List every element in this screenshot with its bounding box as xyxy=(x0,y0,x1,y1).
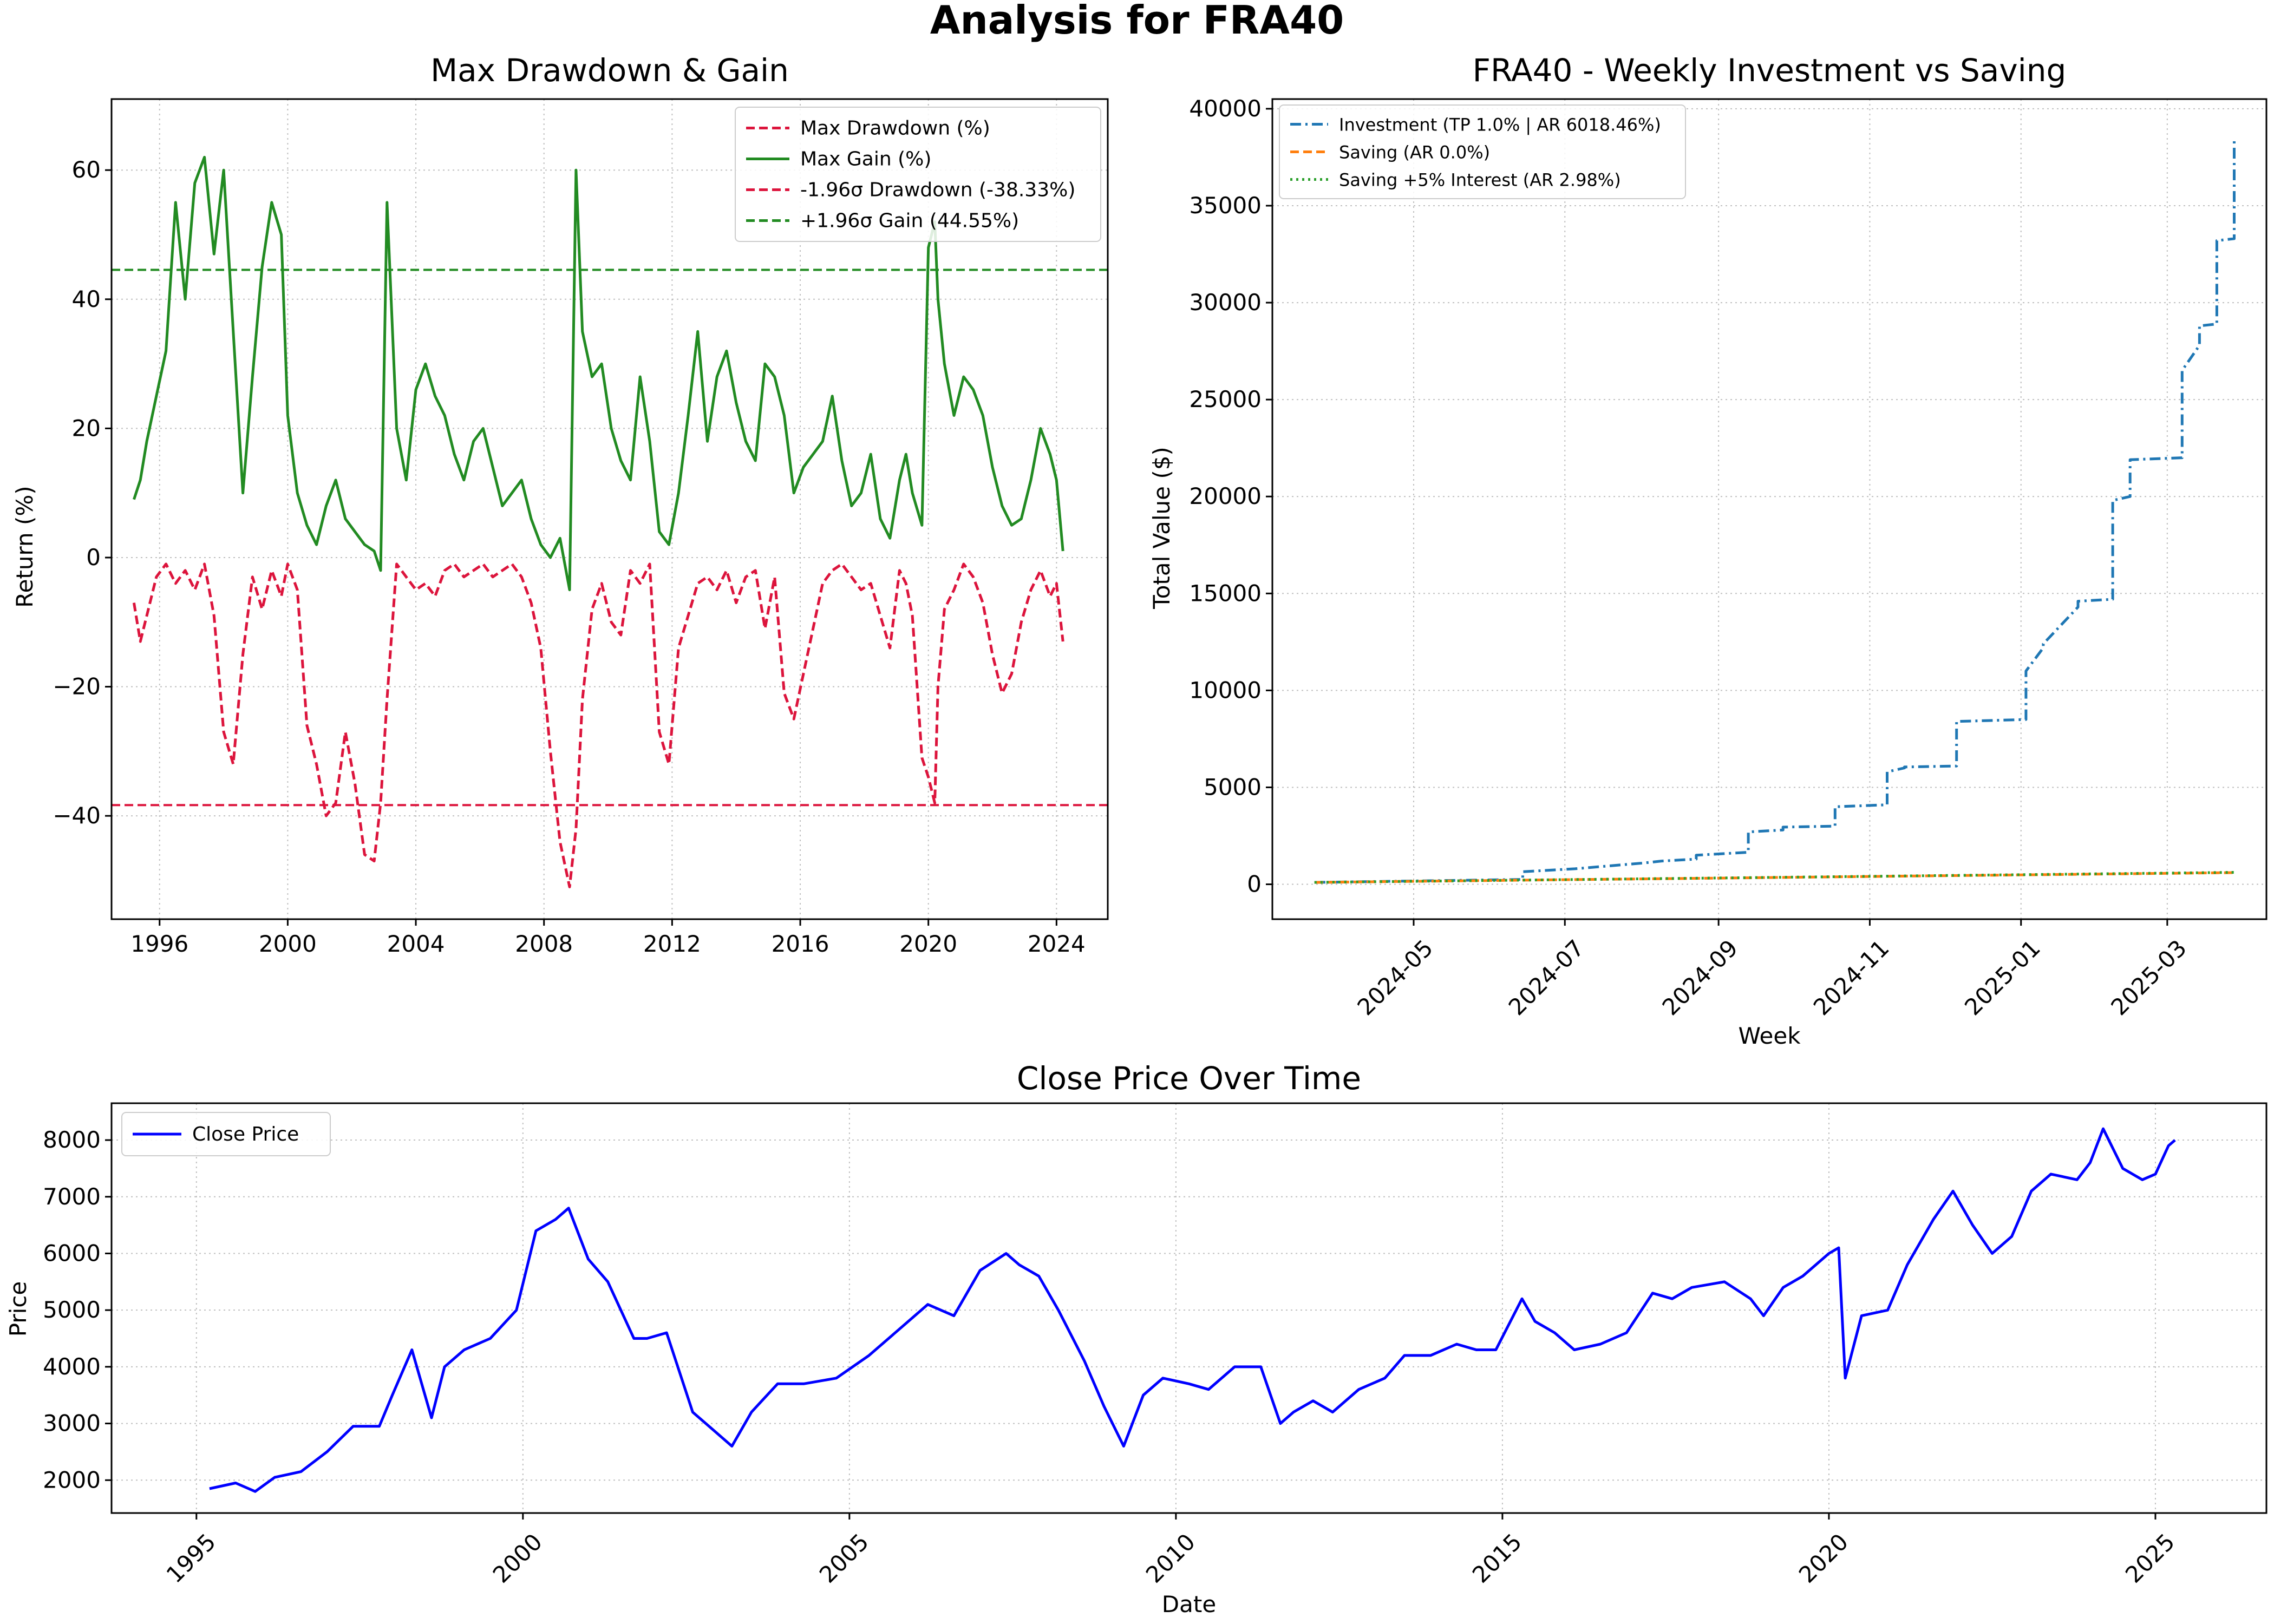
series-line xyxy=(1314,137,2236,884)
y-tick-label: −20 xyxy=(53,673,101,700)
close-y-axis-label: Price xyxy=(5,1281,31,1337)
x-tick-label: 2024 xyxy=(1028,931,1086,957)
x-tick-label: 2015 xyxy=(1467,1528,1527,1588)
legend-entry-label: Investment (TP 1.0% | AR 6018.46%) xyxy=(1339,115,1661,135)
x-tick-label: 2000 xyxy=(259,931,317,957)
y-tick-label: −40 xyxy=(53,802,101,829)
y-tick-label: 4000 xyxy=(43,1353,101,1380)
y-tick-label: 30000 xyxy=(1189,289,1262,316)
x-tick-label: 2004 xyxy=(387,931,445,957)
y-tick-label: 5000 xyxy=(43,1296,101,1323)
x-tick-label: 2025 xyxy=(2120,1528,2180,1588)
series-line xyxy=(209,1127,2176,1493)
y-tick-label: 60 xyxy=(72,156,101,183)
x-tick-label: 2024-07 xyxy=(1504,934,1590,1020)
x-tick-label: 2016 xyxy=(772,931,829,957)
legend-box xyxy=(1279,104,1686,199)
investment-x-axis-label: Week xyxy=(1738,1023,1801,1049)
y-tick-label: 25000 xyxy=(1189,386,1262,412)
x-tick-label: 2020 xyxy=(899,931,957,957)
legend-entry-label: -1.96σ Drawdown (-38.33%) xyxy=(800,179,1075,201)
series-line xyxy=(133,155,1064,592)
drawdown-legend: Max Drawdown (%) Max Gain (%) -1.96σ Drawd… xyxy=(735,107,1101,242)
drawdown-gain-panel: Max Drawdown & Gain 1996 2000 2004 2008 2012… xyxy=(11,52,1109,957)
close-legend: Close Price xyxy=(121,1112,331,1156)
legend-entry-label: +1.96σ Gain (44.55%) xyxy=(800,210,1019,232)
legend-entry-label: Close Price xyxy=(192,1123,299,1145)
x-tick-label: 2024-11 xyxy=(1808,934,1894,1020)
y-tick-label: 2000 xyxy=(43,1466,101,1493)
investment-y-axis-label: Total Value ($) xyxy=(1148,447,1175,610)
x-tick-label: 2024-05 xyxy=(1352,934,1438,1020)
y-tick-label: 8000 xyxy=(43,1127,101,1153)
x-tick-label: 2008 xyxy=(515,931,573,957)
drawdown-panel-title: Max Drawdown & Gain xyxy=(430,52,789,89)
series-line xyxy=(1314,871,2234,884)
y-tick-label: 0 xyxy=(1247,871,1262,898)
y-tick-label: 35000 xyxy=(1189,192,1262,219)
drawdown-y-axis-label: Return (%) xyxy=(11,486,38,607)
y-tick-label: 10000 xyxy=(1189,677,1262,703)
legend-box xyxy=(121,1112,331,1156)
x-tick-label: 1995 xyxy=(161,1528,221,1588)
legend-box xyxy=(735,107,1101,242)
x-tick-label: 2020 xyxy=(1794,1528,1853,1588)
investment-legend: Investment (TP 1.0% | AR 6018.46%) Saving… xyxy=(1279,104,1686,199)
legend-entry-label: Saving +5% Interest (AR 2.98%) xyxy=(1339,170,1621,191)
x-tick-label: 2025-01 xyxy=(1959,934,2046,1020)
legend-entry-label: Max Gain (%) xyxy=(800,148,931,171)
y-tick-label: 0 xyxy=(86,544,101,571)
close-panel-title: Close Price Over Time xyxy=(1017,1060,1361,1097)
x-tick-label: 2012 xyxy=(643,931,701,957)
x-tick-label: 2025-03 xyxy=(2106,934,2192,1020)
y-tick-label: 7000 xyxy=(43,1183,101,1210)
y-tick-label: 15000 xyxy=(1189,580,1262,606)
series-line xyxy=(132,562,1064,888)
legend-entry-label: Max Drawdown (%) xyxy=(800,117,990,140)
y-tick-label: 6000 xyxy=(43,1240,101,1266)
y-tick-label: 3000 xyxy=(43,1410,101,1437)
close-price-panel: Close Price Over Time 1995 2000 2005 2010 20… xyxy=(5,1060,2268,1618)
y-tick-label: 40 xyxy=(72,286,101,312)
x-tick-label: 2000 xyxy=(488,1528,547,1588)
x-tick-label: 2024-09 xyxy=(1657,934,1743,1020)
x-tick-label: 2010 xyxy=(1141,1528,1200,1588)
y-tick-label: 40000 xyxy=(1189,95,1262,122)
investment-panel-title: FRA40 - Weekly Investment vs Saving xyxy=(1473,52,2067,89)
x-tick-label: 2005 xyxy=(814,1528,874,1588)
y-tick-label: 20 xyxy=(72,415,101,441)
y-tick-label: 20000 xyxy=(1189,483,1262,509)
y-tick-label: 5000 xyxy=(1204,774,1262,800)
close-x-axis-label: Date xyxy=(1162,1591,1216,1618)
x-tick-label: 1996 xyxy=(130,931,188,957)
figure-title: Analysis for FRA40 xyxy=(930,0,1344,43)
legend-entry-label: Saving (AR 0.0%) xyxy=(1339,142,1490,163)
investment-saving-panel: FRA40 - Weekly Investment vs Saving 2024… xyxy=(1148,52,2268,1049)
